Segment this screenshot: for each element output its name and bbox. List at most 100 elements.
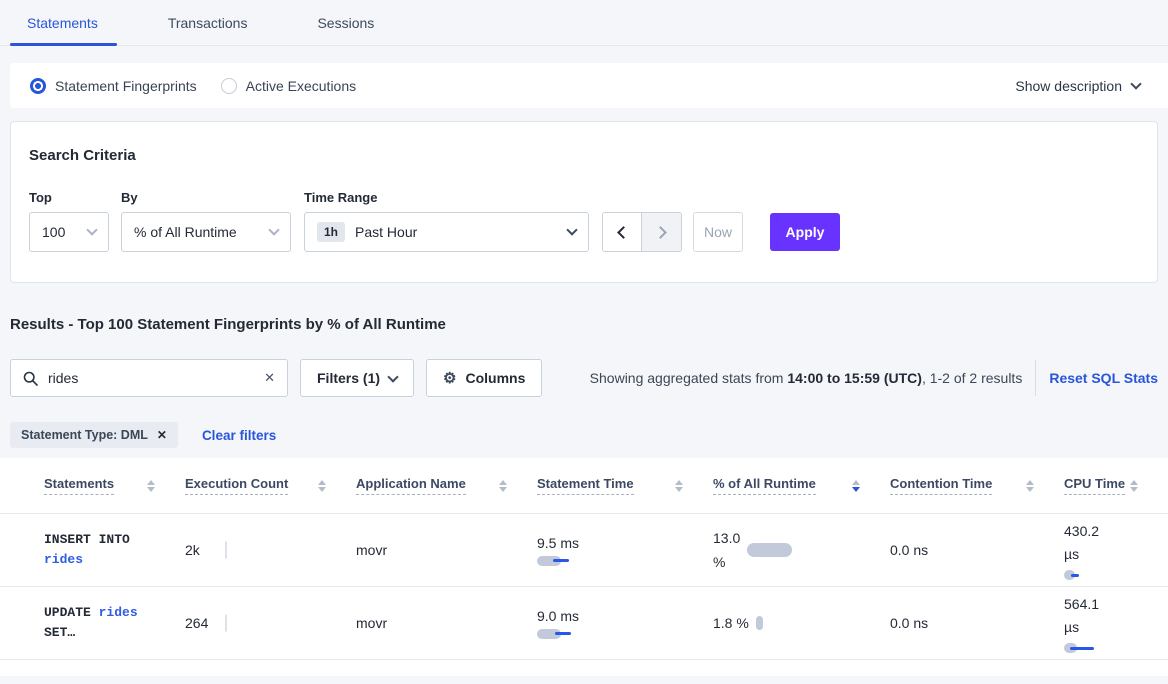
tab-statements[interactable]: Statements xyxy=(27,14,98,31)
sort-icon[interactable] xyxy=(147,479,155,492)
chevron-down-icon xyxy=(1130,77,1142,90)
sort-icon[interactable] xyxy=(1130,479,1138,492)
page-tabs: Statements Transactions Sessions xyxy=(0,0,1168,46)
search-input[interactable]: ✕ xyxy=(10,359,288,397)
statement-cell[interactable]: UPDATE rides SET… xyxy=(44,603,156,643)
columns-button[interactable]: ⚙ Columns xyxy=(426,359,543,397)
tab-sessions[interactable]: Sessions xyxy=(317,14,375,31)
results-controls: ✕ Filters (1) ⚙ Columns Showing aggregat… xyxy=(10,359,1158,397)
by-select[interactable]: % of All Runtime xyxy=(121,212,291,252)
statement-link[interactable]: rides xyxy=(44,552,84,567)
by-field: By % of All Runtime xyxy=(121,190,291,252)
active-filters-row: Statement Type: DML ✕ Clear filters xyxy=(10,422,1168,448)
gear-icon: ⚙ xyxy=(443,369,457,387)
prev-time-button[interactable] xyxy=(602,212,642,252)
radio-active-executions[interactable]: Active Executions xyxy=(220,77,357,94)
statement-time-value: 9.0 ms xyxy=(537,607,580,624)
filter-chip-label: Statement Type: DML xyxy=(21,428,148,442)
sort-desc-icon xyxy=(147,486,155,492)
top-field: Top 100 xyxy=(29,190,109,252)
time-range-shortcut-badge: 1h xyxy=(317,222,346,242)
column-header-statements[interactable]: Statements xyxy=(44,476,185,495)
bar-blue-line xyxy=(553,559,569,562)
time-range-select[interactable]: 1h Past Hour xyxy=(304,212,589,252)
column-header-label: Execution Count xyxy=(185,476,289,495)
now-button[interactable]: Now xyxy=(693,212,743,252)
sort-icon[interactable] xyxy=(318,479,326,492)
results-heading: Results - Top 100 Statement Fingerprints… xyxy=(10,316,446,333)
runtime-percent-value: 13.0% xyxy=(713,530,741,570)
top-select[interactable]: 100 xyxy=(29,212,109,252)
sort-asc-icon xyxy=(499,479,507,485)
clear-search-icon[interactable]: ✕ xyxy=(264,370,275,385)
column-header-statement-time[interactable]: Statement Time xyxy=(537,476,713,495)
next-time-button[interactable] xyxy=(642,212,682,252)
reset-sql-stats-link[interactable]: Reset SQL Stats xyxy=(1049,370,1158,386)
bar-gray-pill xyxy=(537,628,561,639)
sort-desc-icon xyxy=(1026,486,1034,492)
statement-time-bar xyxy=(537,555,597,566)
active-tab-underline xyxy=(10,43,117,46)
column-header-label: Statement Time xyxy=(537,476,634,495)
chevron-down-icon xyxy=(86,224,98,236)
cpu-time-cell: 564.1 µs xyxy=(1064,593,1168,653)
runtime-percent-cell: 13.0% xyxy=(713,526,890,574)
execution-count-value: 2k xyxy=(185,542,200,558)
application-name-cell: movr xyxy=(356,615,388,631)
radio-statement-fingerprints[interactable]: Statement Fingerprints xyxy=(30,77,197,94)
sort-icon[interactable] xyxy=(1026,479,1034,492)
sort-asc-icon xyxy=(675,479,683,485)
show-description-toggle[interactable]: Show description xyxy=(1015,77,1142,94)
radio-circle-icon xyxy=(30,77,46,94)
sort-desc-icon xyxy=(318,486,326,492)
table-row: UPDATE rides SET… 264 movr 9.0 ms 1.8 % 0.0 n… xyxy=(0,587,1168,660)
column-header-application-name[interactable]: Application Name xyxy=(356,476,537,495)
chevron-right-icon xyxy=(653,225,667,239)
sort-icon[interactable] xyxy=(675,479,683,492)
sort-icon[interactable] xyxy=(852,479,860,492)
contention-time-cell: 0.0 ns xyxy=(890,615,929,631)
sort-asc-icon xyxy=(147,479,155,485)
runtime-percent-value: 1.8 % xyxy=(713,615,749,631)
column-header-execution-count[interactable]: Execution Count xyxy=(185,476,356,495)
column-header-label: % of All Runtime xyxy=(713,476,816,495)
clear-filters-link[interactable]: Clear filters xyxy=(201,427,277,443)
runtime-bar xyxy=(755,616,763,630)
column-header-cpu-time[interactable]: CPU Time xyxy=(1064,476,1168,495)
runtime-percent-cell: 1.8 % xyxy=(713,611,890,635)
sort-asc-icon xyxy=(1130,479,1138,485)
radio-label: Active Executions xyxy=(245,77,357,94)
column-header-label: Statements xyxy=(44,476,115,495)
tab-transactions[interactable]: Transactions xyxy=(167,14,248,31)
search-input-field[interactable] xyxy=(48,370,265,386)
columns-button-label: Columns xyxy=(465,370,526,386)
by-select-value: % of All Runtime xyxy=(134,224,237,240)
sort-desc-icon xyxy=(499,486,507,492)
bar-gray-pill xyxy=(537,555,561,566)
by-label: By xyxy=(121,190,138,205)
sort-icon[interactable] xyxy=(499,479,507,492)
cpu-time-value: 430.2 µs xyxy=(1064,523,1100,562)
chevron-left-icon xyxy=(617,225,630,239)
column-header-of-all-runtime[interactable]: % of All Runtime xyxy=(713,476,890,495)
statement-link[interactable]: rides xyxy=(98,605,138,620)
execution-count-bar xyxy=(225,614,227,632)
search-icon xyxy=(23,371,38,386)
statement-time-value: 9.5 ms xyxy=(537,534,580,551)
statement-text: INSERT INTO xyxy=(44,532,130,547)
radio-circle-icon xyxy=(220,77,237,94)
statement-time-cell: 9.5 ms xyxy=(537,535,713,566)
divider xyxy=(1035,360,1037,396)
filter-chip[interactable]: Statement Type: DML ✕ xyxy=(10,422,178,448)
table-header-row: Statements Execution Count Application Nam… xyxy=(0,458,1168,514)
apply-button[interactable]: Apply xyxy=(770,213,840,251)
filters-button[interactable]: Filters (1) xyxy=(300,359,415,397)
column-header-contention-time[interactable]: Contention Time xyxy=(890,476,1064,495)
search-criteria-title: Search Criteria xyxy=(29,147,136,164)
sort-desc-icon xyxy=(675,486,683,492)
remove-filter-icon[interactable]: ✕ xyxy=(156,428,167,442)
statement-time-cell: 9.0 ms xyxy=(537,608,713,639)
statement-text: UPDATE xyxy=(44,605,99,620)
statement-cell[interactable]: INSERT INTO rides xyxy=(44,530,156,570)
cpu-time-bar xyxy=(1064,643,1124,653)
